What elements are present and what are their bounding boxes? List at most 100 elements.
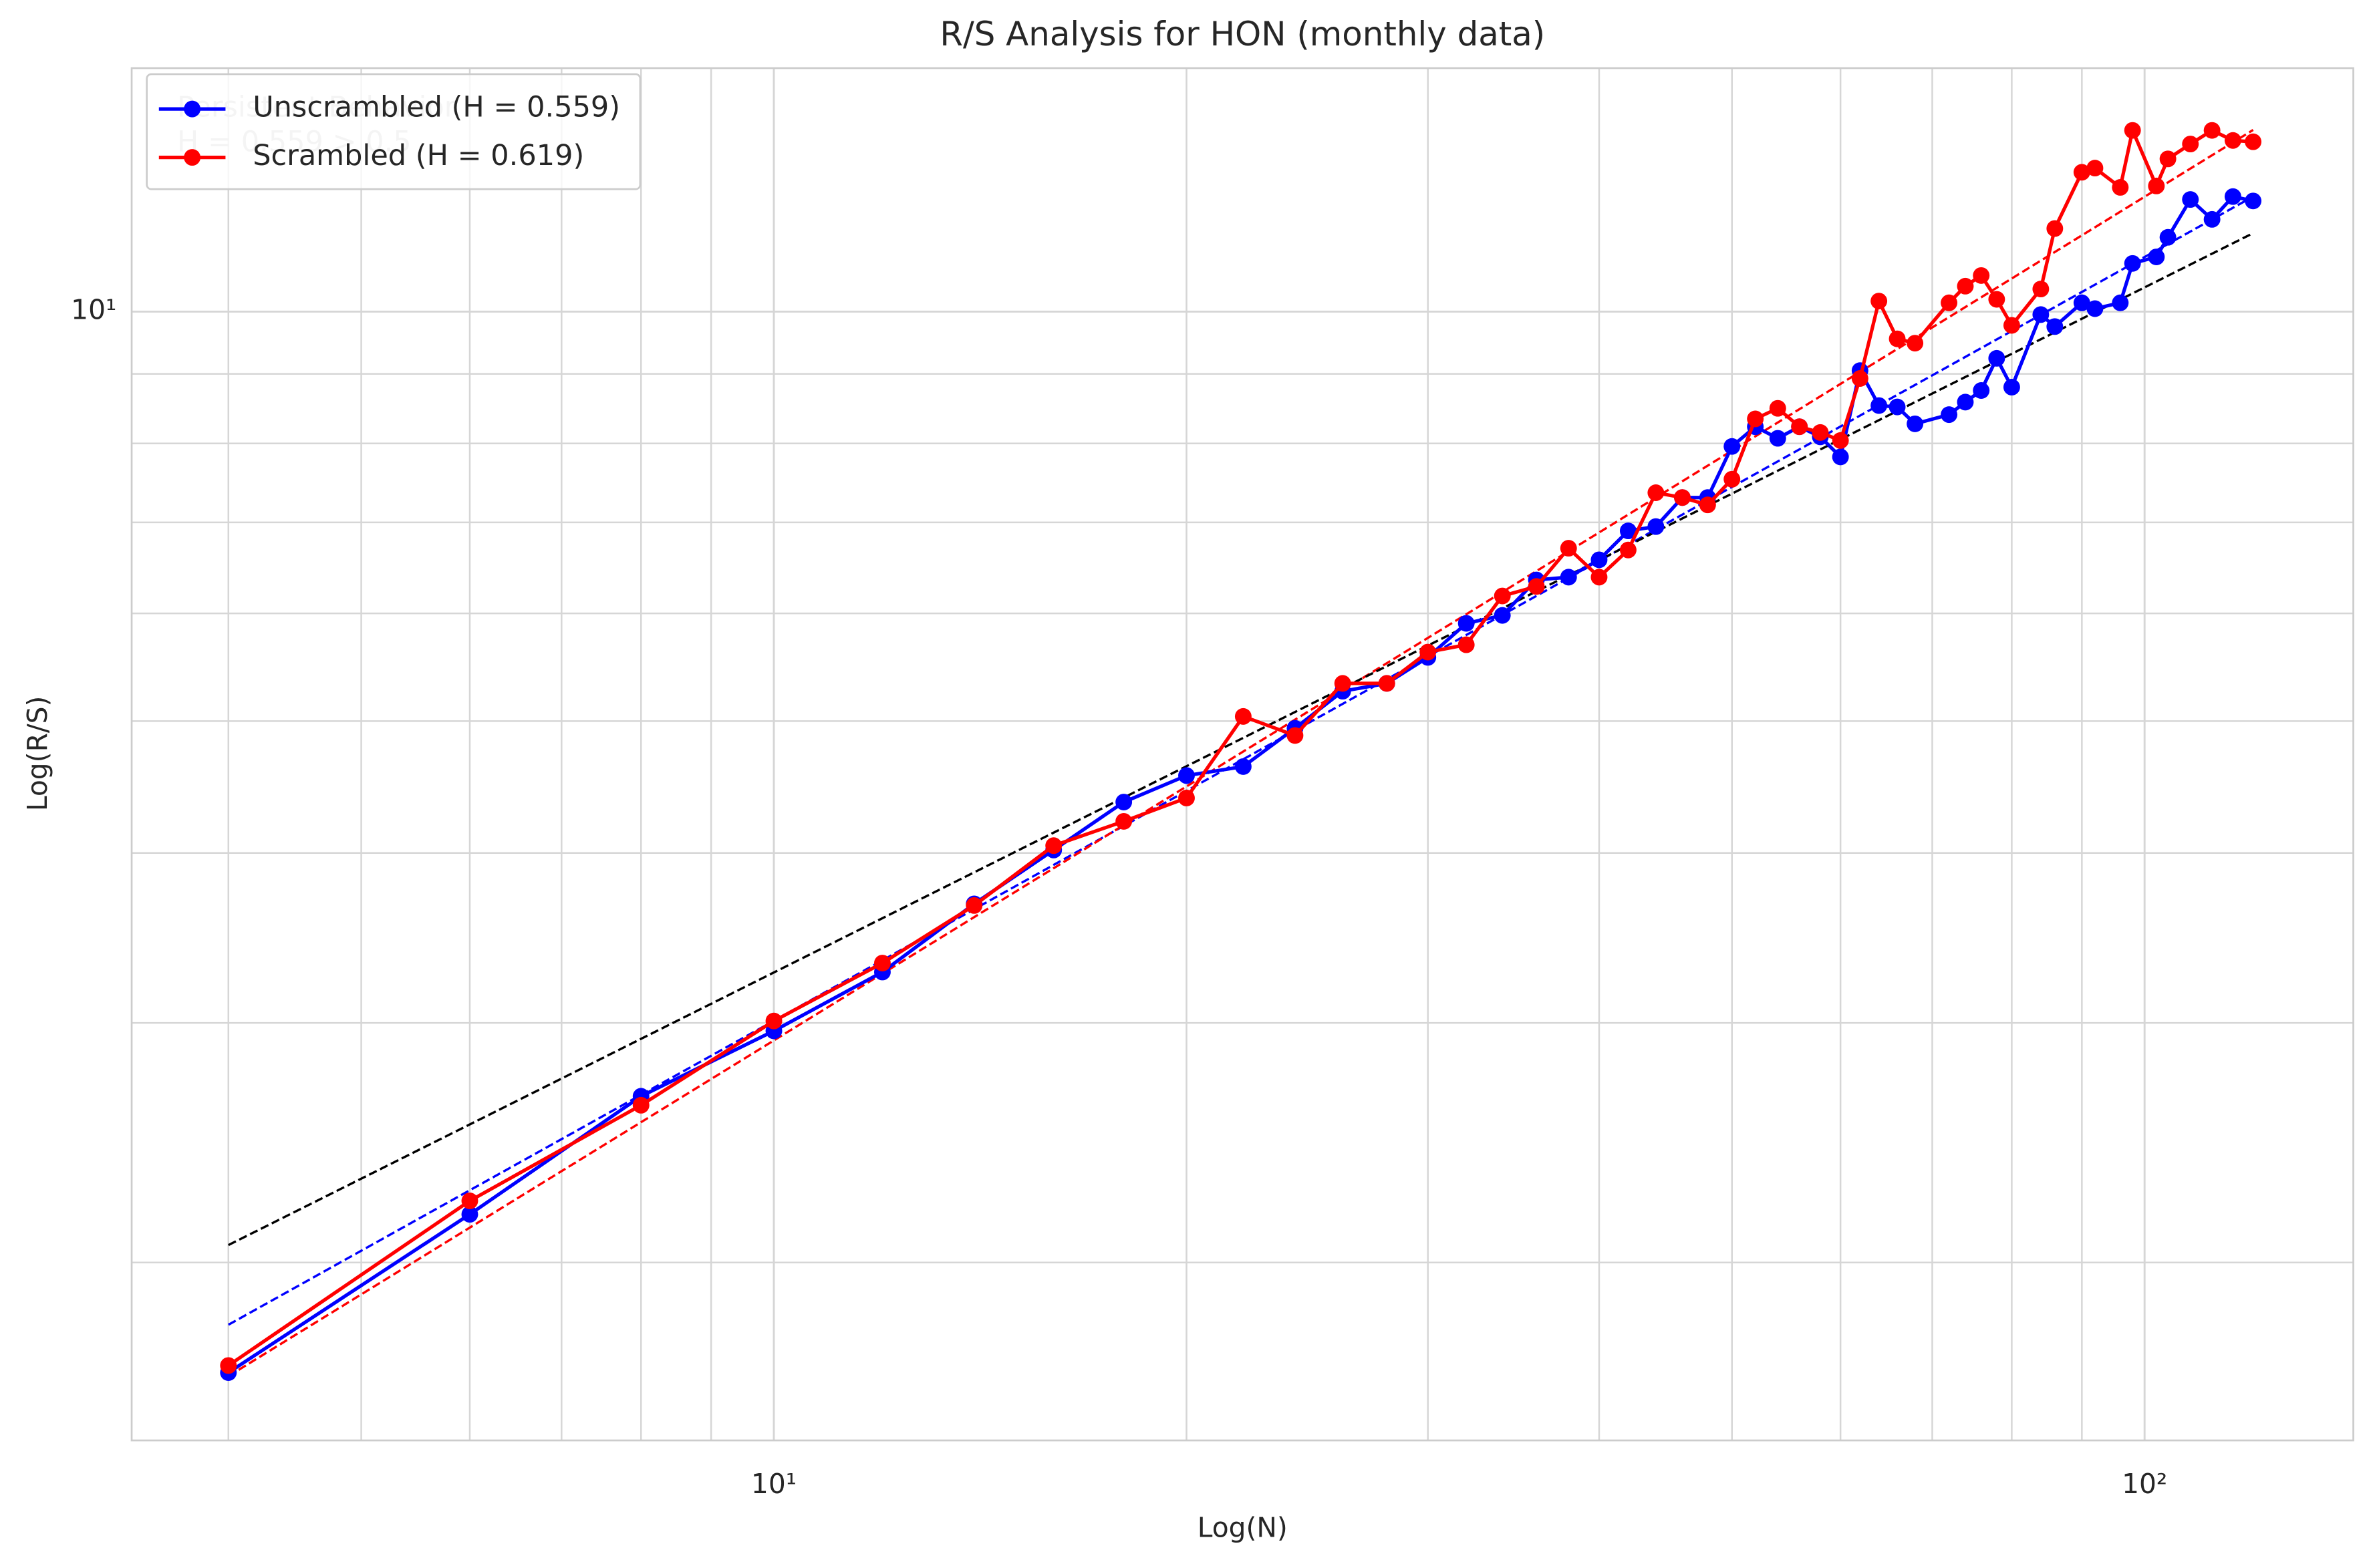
legend-label: Unscrambled (H = 0.559)	[253, 91, 620, 124]
fit-line	[228, 232, 2254, 1247]
data-point	[1457, 615, 1475, 632]
plot-area	[220, 122, 2262, 1381]
data-point	[632, 1096, 650, 1114]
y-tick-label: 10¹	[71, 293, 116, 325]
x-axis-label: Log(N)	[1198, 1512, 1288, 1544]
data-point	[1234, 708, 1252, 725]
data-point	[1870, 293, 1888, 310]
data-point	[1870, 397, 1888, 414]
data-point	[220, 1357, 237, 1374]
data-point	[2032, 306, 2050, 323]
data-point	[873, 955, 891, 971]
data-point	[1832, 432, 1849, 449]
data-point	[2148, 249, 2165, 266]
data-point	[461, 1206, 478, 1223]
data-point	[1419, 643, 1437, 661]
legend: Unscrambled (H = 0.559) Scrambled (H = 0.…	[146, 73, 642, 190]
data-point	[2003, 317, 2020, 334]
legend-marker	[184, 149, 201, 166]
data-point	[2046, 318, 2064, 335]
y-axis-label: Log(R/S)	[21, 696, 53, 812]
data-point	[1560, 569, 1577, 586]
data-point	[1234, 758, 1252, 775]
data-point	[1178, 767, 1195, 784]
data-point	[2112, 179, 2129, 196]
chart-title: R/S Analysis for HON (monthly data)	[940, 15, 1545, 53]
data-point	[1115, 794, 1133, 810]
data-point	[2245, 133, 2262, 150]
data-point	[2032, 281, 2050, 298]
data-point	[2148, 177, 2165, 194]
data-point	[1851, 370, 1868, 387]
data-point	[1957, 277, 1974, 295]
data-point	[1723, 438, 1741, 455]
data-point	[1957, 394, 1974, 411]
data-point	[2182, 191, 2199, 208]
data-point	[1674, 489, 1691, 506]
data-point	[1619, 541, 1637, 559]
data-point	[2073, 294, 2090, 311]
data-point	[1791, 418, 1808, 436]
data-point	[2124, 122, 2141, 139]
data-point	[1907, 335, 1924, 352]
data-point	[2112, 294, 2129, 311]
data-point	[1286, 727, 1304, 744]
data-point	[765, 1012, 783, 1030]
data-point	[1769, 400, 1786, 417]
legend-label: Scrambled (H = 0.619)	[253, 139, 584, 172]
data-point	[1494, 587, 1511, 605]
data-point	[2224, 132, 2241, 149]
data-point	[2124, 255, 2141, 272]
legend-box	[146, 73, 642, 190]
grid	[132, 67, 2354, 1441]
data-point	[1590, 551, 1608, 569]
data-point	[1889, 330, 1906, 347]
data-point	[1907, 415, 1924, 432]
data-point	[1723, 470, 1741, 488]
data-point	[2159, 150, 2177, 168]
data-point	[966, 897, 983, 914]
data-point	[1988, 349, 2005, 367]
data-point	[2046, 220, 2064, 237]
data-point	[1619, 522, 1637, 540]
fit-line	[227, 195, 2254, 1326]
data-point	[1941, 294, 1958, 311]
data-point	[461, 1192, 478, 1209]
data-point	[1115, 812, 1133, 830]
data-point	[1178, 790, 1195, 806]
data-point	[1045, 837, 1063, 854]
data-point	[2086, 160, 2104, 177]
data-point	[1747, 410, 1764, 428]
data-point	[2159, 228, 2177, 246]
data-point	[1973, 267, 1990, 284]
data-point	[2203, 210, 2221, 228]
data-point	[1378, 675, 1395, 692]
data-point	[2245, 192, 2262, 210]
data-point	[1647, 484, 1665, 501]
x-tick-label: 10²	[2122, 1468, 2167, 1500]
data-point	[1988, 291, 2005, 308]
data-point	[1812, 424, 1829, 441]
data-point	[1832, 448, 1849, 466]
data-point	[2203, 122, 2221, 139]
data-point	[1973, 382, 1990, 399]
data-point	[1769, 430, 1786, 447]
data-point	[2182, 136, 2199, 153]
data-point	[2073, 164, 2090, 181]
data-point	[1457, 636, 1475, 653]
data-point	[1560, 540, 1577, 557]
data-point	[1494, 607, 1511, 624]
data-point	[1528, 578, 1545, 595]
data-point	[1941, 406, 1958, 424]
data-point	[1889, 398, 1906, 416]
data-point	[1647, 518, 1665, 535]
data-point	[2003, 379, 2020, 396]
axes-frame	[130, 67, 2354, 1442]
data-point	[2086, 300, 2104, 317]
data-point	[1590, 569, 1608, 586]
data-point	[1699, 496, 1716, 514]
data-point	[2224, 188, 2241, 205]
legend-marker	[184, 100, 201, 118]
